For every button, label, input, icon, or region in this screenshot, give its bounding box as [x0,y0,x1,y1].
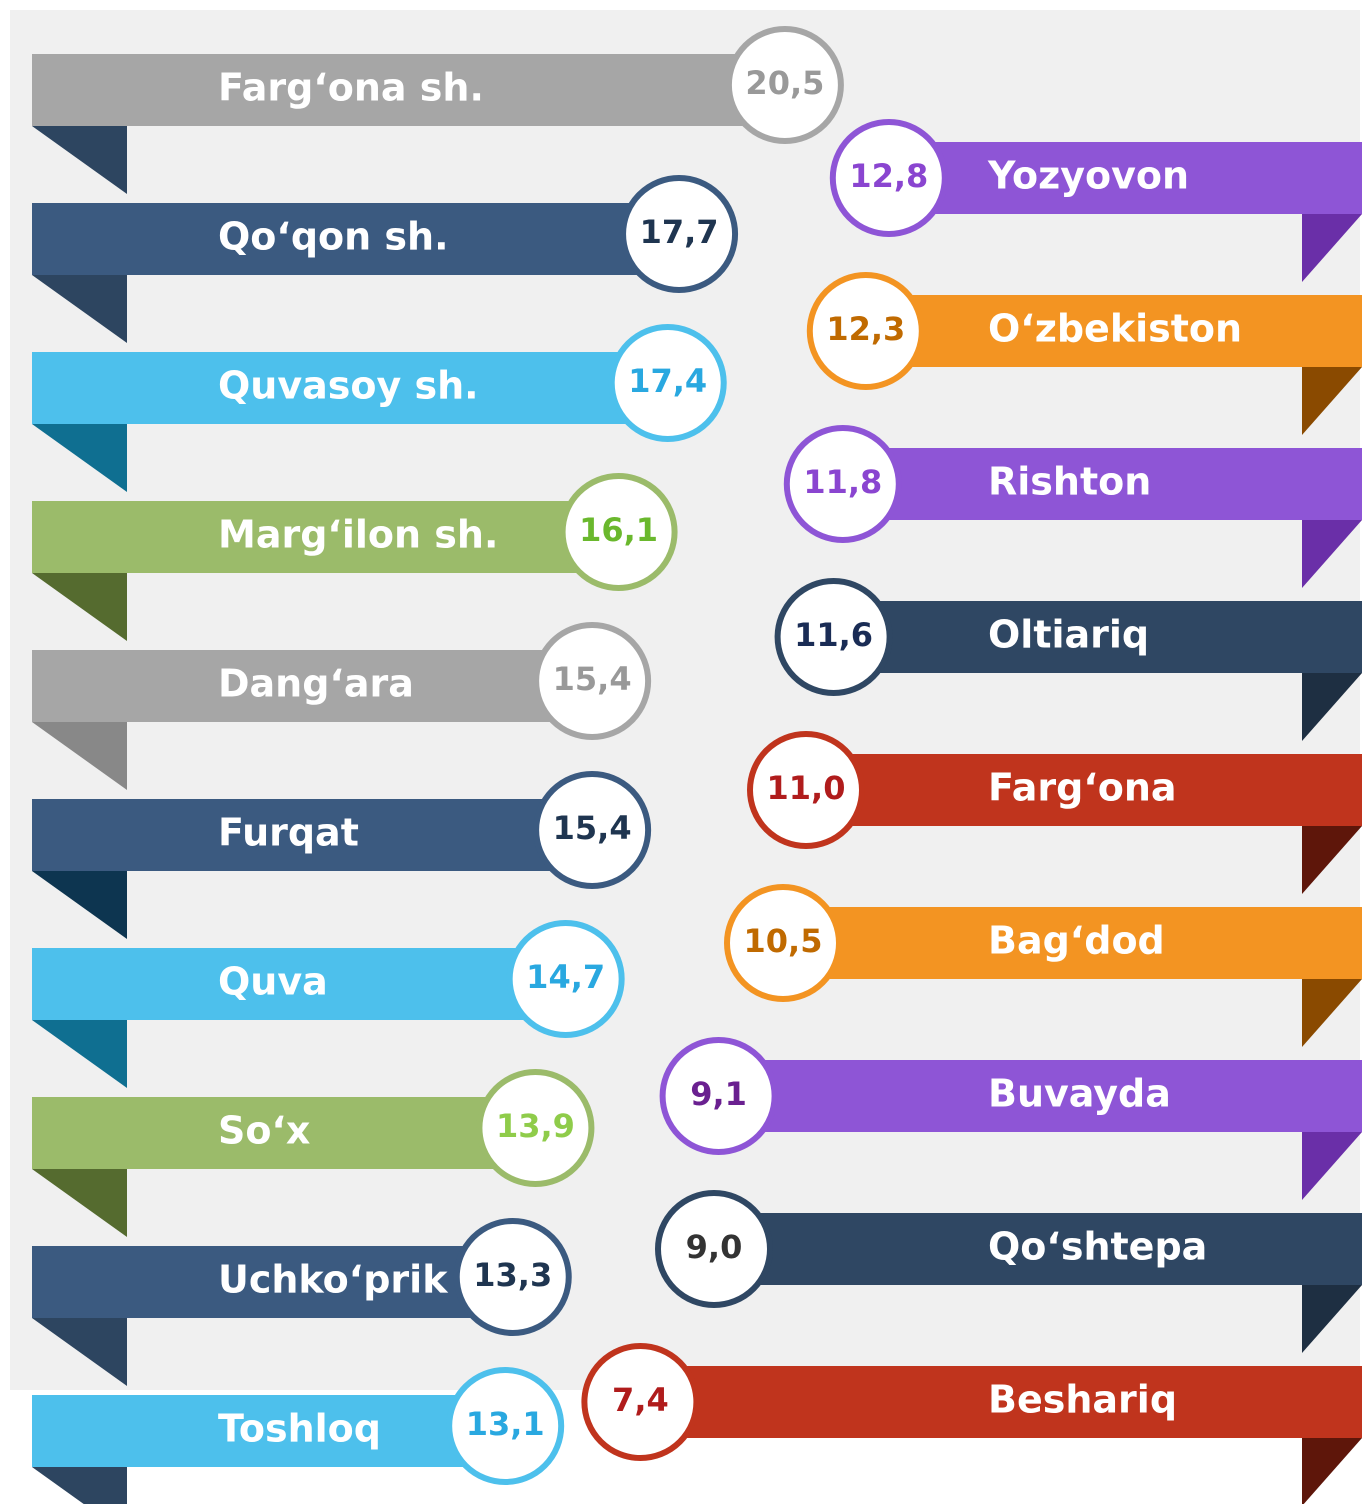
ribbon [888,142,1362,214]
ribbon [714,1213,1362,1285]
category-label: Dang‘ara [218,662,414,706]
value-label: 13,3 [473,1256,552,1294]
value-label: 13,1 [466,1405,545,1443]
value-label: 14,7 [526,958,605,996]
ribbon [833,601,1362,673]
category-label: Toshloq [218,1407,381,1451]
value-label: 7,4 [612,1381,669,1419]
value-label: 11,0 [767,769,846,807]
value-circle [559,473,678,591]
value-label: 13,9 [496,1107,575,1145]
ribbon-fold [1302,214,1362,282]
ribbon [32,203,680,275]
value-label: 11,8 [803,463,882,501]
ribbon-fold [32,1467,127,1504]
category-label: Bag‘dod [988,919,1165,963]
ribbon-fold [1302,1438,1362,1504]
value-circle [725,26,844,144]
ribbon [865,295,1362,367]
ribbon-fold [32,871,127,939]
value-circle [476,1069,595,1187]
ribbon-fold [32,424,127,492]
ribbon [32,799,593,871]
value-circle [446,1367,565,1485]
value-label: 17,7 [640,213,719,251]
value-label: 17,4 [628,362,707,400]
ribbon [32,948,566,1020]
ribbon [806,754,1362,826]
value-circle [581,1343,700,1461]
ribbon-fold [32,573,127,641]
ribbon [32,1097,536,1169]
ribbon-fold [32,1020,127,1088]
value-label: 12,3 [826,310,905,348]
ribbon [842,448,1362,520]
category-label: Qo‘shtepa [988,1225,1207,1269]
ribbon [640,1366,1362,1438]
category-label: Yozyovon [987,154,1189,198]
value-circle [608,324,727,442]
ribbon-fold [1302,1132,1362,1200]
value-circle [533,622,652,740]
category-label: Rishton [988,460,1151,504]
ribbon [32,352,668,424]
ribbon [32,54,785,126]
category-label: Quvasoy sh. [218,364,479,408]
category-label: O‘zbekiston [988,307,1242,351]
ribbon-fold [1302,979,1362,1047]
value-label: 11,6 [794,616,873,654]
ribbon-fold [1302,1285,1362,1353]
ribbon-fold [32,1169,127,1237]
value-circle [506,920,625,1038]
value-label: 15,4 [553,809,632,847]
category-label: So‘x [218,1109,310,1153]
category-label: Oltiariq [988,613,1149,657]
ribbon [783,907,1362,979]
ribbon [32,1395,506,1467]
ribbon-fold [1302,673,1362,741]
ribbon-fold [32,722,127,790]
value-circle [453,1218,572,1336]
ribbon [32,1246,513,1318]
value-circle [829,119,948,237]
category-label: Furqat [218,811,359,855]
category-label: Farg‘ona [988,766,1177,810]
ribbon-fold [1302,520,1362,588]
value-circle [774,578,893,696]
value-circle [659,1037,778,1155]
value-circle [620,175,739,293]
value-circle [724,884,842,1002]
value-circle [747,731,865,849]
ribbon-fold [1302,826,1362,894]
value-label: 9,0 [686,1228,743,1266]
ribbon-fold [32,126,127,194]
category-label: Farg‘ona sh. [218,66,484,110]
category-label: Buvayda [988,1072,1171,1116]
category-label: Uchko‘prik [218,1258,448,1302]
value-circle [783,425,902,543]
value-circle [655,1190,773,1308]
value-label: 20,5 [745,64,824,102]
ribbon-fold [1302,367,1362,435]
value-label: 10,5 [744,922,823,960]
value-label: 15,4 [553,660,632,698]
ribbon [32,501,619,573]
value-label: 16,1 [579,511,658,549]
category-label: Quva [218,960,328,1004]
value-circle [806,272,925,390]
value-label: 12,8 [849,157,928,195]
value-label: 9,1 [690,1075,747,1113]
ribbon-fold [32,1318,127,1386]
category-label: Marg‘ilon sh. [218,513,498,557]
ribbon [32,650,593,722]
value-circle [533,771,652,889]
ribbon-fold [32,275,127,343]
category-label: Qo‘qon sh. [218,215,449,259]
ribbon [718,1060,1362,1132]
category-label: Beshariq [988,1378,1177,1422]
